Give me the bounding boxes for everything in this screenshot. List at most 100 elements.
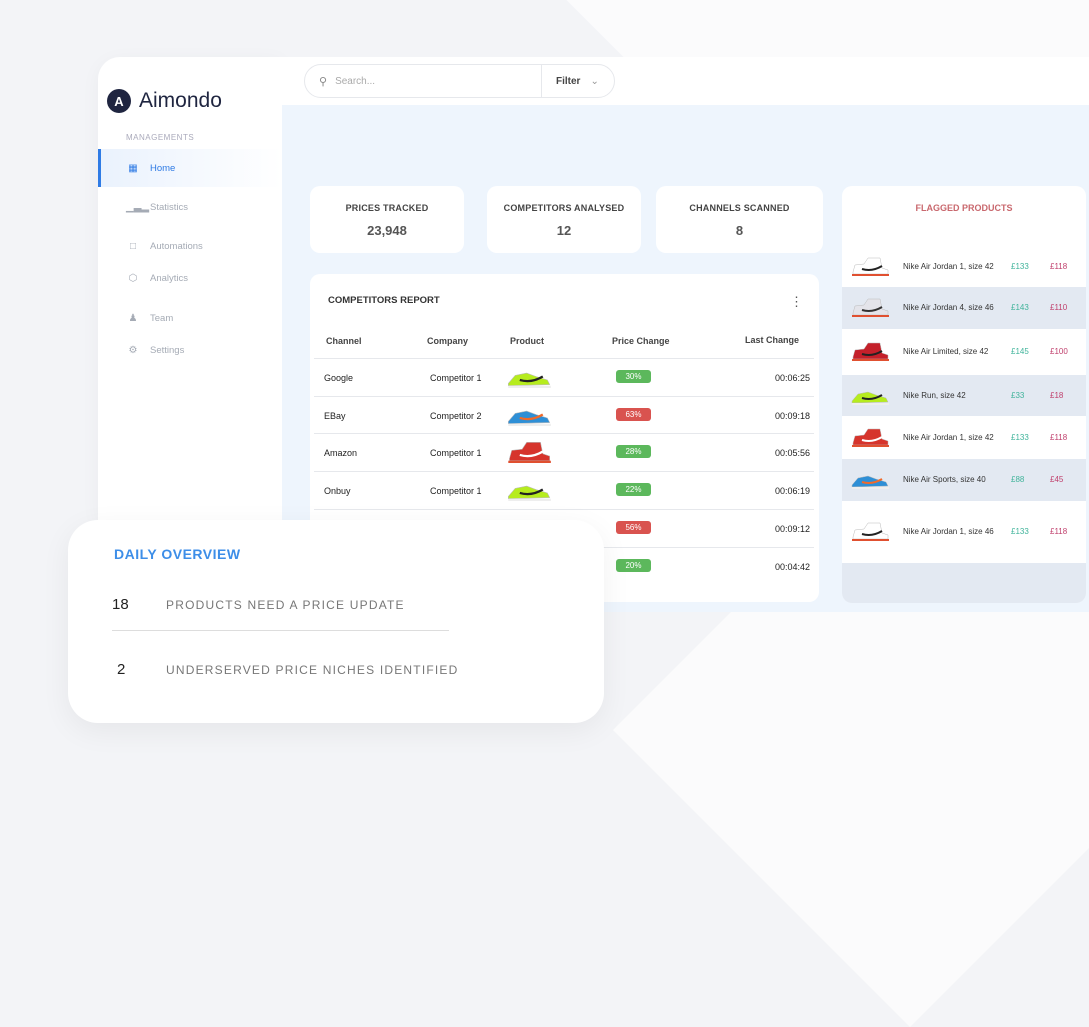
sidebar-item-home[interactable]: ▦ Home — [98, 149, 282, 187]
table-row[interactable]: Amazon Competitor 1 28% 00:05:56 — [314, 433, 814, 471]
last-change-cell: 00:09:12 — [774, 524, 810, 534]
flagged-item[interactable]: Nike Air Jordan 1, size 46 £133 £118 — [842, 501, 1086, 563]
price-change-badge: 20% — [616, 559, 651, 572]
column-header: Company — [427, 336, 469, 346]
column-header: Product — [510, 336, 545, 346]
flagged-item-empty — [842, 563, 1086, 603]
sneaker-image — [851, 475, 889, 489]
flagged-item[interactable]: Nike Air Sports, size 40 £88 £45 — [842, 459, 1086, 501]
last-change-cell: 00:06:25 — [774, 373, 810, 383]
competitor-price: £118 — [1050, 261, 1068, 271]
flagged-item[interactable]: Nike Air Jordan 1, size 42 £133 £118 — [842, 416, 1086, 459]
daily-overview: DAILY OVERVIEW 18 PRODUCTS NEED A PRICE … — [68, 520, 604, 723]
competitor-price: £118 — [1050, 432, 1068, 442]
our-price: £145 — [1011, 347, 1029, 356]
sneaker-image — [508, 485, 551, 501]
overview-label: PRODUCTS NEED A PRICE UPDATE — [166, 598, 405, 612]
our-price: £143 — [1011, 303, 1029, 312]
channel-cell: Onbuy — [324, 486, 351, 496]
sidebar-item-analytics[interactable]: ⬡ Analytics — [98, 259, 282, 297]
price-change-badge: 22% — [616, 483, 651, 496]
grid-icon: ▦ — [128, 162, 138, 174]
stat-title: PRICES TRACKED — [345, 203, 429, 213]
chevron-down-icon: ⌄ — [590, 75, 599, 87]
company-cell: Competitor 2 — [430, 411, 482, 421]
sneaker-image — [852, 257, 889, 276]
company-cell: Competitor 1 — [430, 486, 482, 496]
product-name: Nike Air Jordan 1, size 42 — [903, 261, 994, 271]
sneaker-image — [508, 442, 551, 463]
sidebar-item-team[interactable]: ♟ Team — [98, 299, 282, 337]
price-change-badge: 30% — [616, 370, 651, 383]
stat-title: COMPETITORS ANALYSED — [503, 203, 625, 213]
stat-value: 8 — [735, 223, 744, 238]
filter-label: Filter — [556, 75, 581, 87]
last-change-cell: 00:04:42 — [774, 562, 810, 572]
sneaker-image — [852, 522, 889, 541]
product-name: Nike Air Sports, size 40 — [903, 475, 986, 484]
sidebar-item-settings[interactable]: ⚙ Settings — [98, 331, 282, 369]
divider — [112, 630, 449, 631]
table-row[interactable]: 56% 00:09:12 — [314, 509, 814, 547]
daily-title: DAILY OVERVIEW — [114, 546, 241, 562]
sidebar-item-label: Team — [150, 312, 174, 324]
flagged-item[interactable]: Nike Air Jordan 1, size 42 £133 £118 — [842, 246, 1086, 287]
sidebar-item-label: Automations — [150, 240, 203, 252]
flagged-title: FLAGGED PRODUCTS — [915, 203, 1013, 213]
our-price: £133 — [1011, 527, 1029, 536]
overview-value: 2 — [117, 661, 126, 678]
competitor-price: £18 — [1050, 390, 1064, 400]
clipboard-icon: □ — [129, 240, 137, 252]
overview-value: 18 — [112, 596, 129, 613]
price-change-badge: 56% — [616, 521, 651, 534]
logo-mark: A — [107, 89, 131, 113]
column-header: Last Change — [744, 335, 799, 345]
more-options-icon[interactable]: ⋮ — [790, 294, 803, 309]
sidebar-item-label: Statistics — [150, 201, 189, 213]
table-row[interactable]: Google Competitor 1 30% 00:06:25 — [314, 358, 814, 396]
competitor-price: £110 — [1050, 303, 1068, 312]
sneaker-image — [852, 298, 889, 317]
last-change-cell: 00:09:18 — [774, 411, 810, 421]
sidebar-item-label: Home — [150, 162, 176, 174]
sidebar-item-label: Analytics — [150, 272, 189, 284]
flagged-products: FLAGGED PRODUCTS Nike Air Jordan 1, size… — [842, 186, 1086, 603]
users-icon: ♟ — [128, 312, 138, 324]
brand-name: Aimondo — [139, 89, 222, 112]
search-bar[interactable]: ⚲ Search... Filter ⌄ — [304, 64, 615, 98]
sidebar-item-label: Settings — [150, 344, 185, 356]
sneaker-image — [508, 410, 551, 426]
stat-title: CHANNELS SCANNED — [689, 203, 790, 213]
table-row[interactable]: EBay Competitor 2 63% 00:09:18 — [314, 396, 814, 434]
section-label: MANAGEMENTS — [126, 133, 195, 142]
filter-button[interactable]: Filter ⌄ — [541, 65, 599, 97]
overview-label: UNDERSERVED PRICE NICHES IDENTIFIED — [166, 663, 459, 677]
last-change-cell: 00:06:19 — [774, 486, 810, 496]
sneaker-image — [851, 391, 889, 405]
sidebar: A Aimondo MANAGEMENTS ▦ Home ▁▃▂ Statistics… — [98, 57, 282, 520]
top-bar: ⚲ Search... Filter ⌄ — [282, 57, 1089, 105]
product-name: Nike Run, size 42 — [903, 390, 966, 400]
sidebar-item-statistics[interactable]: ▁▃▂ Statistics — [98, 188, 282, 226]
search-input[interactable]: Search... — [335, 75, 376, 87]
stat-card: PRICES TRACKED 23,948 — [310, 186, 464, 253]
product-name: Nike Air Jordan 1, size 42 — [903, 432, 994, 442]
flagged-item[interactable]: Nike Run, size 42 £33 £18 — [842, 375, 1086, 416]
our-price: £133 — [1011, 261, 1029, 271]
flagged-item[interactable]: Nike Air Jordan 4, size 46 £143 £110 — [842, 287, 1086, 329]
stat-value: 23,948 — [367, 223, 407, 238]
sneaker-image — [852, 428, 889, 447]
report-title: COMPETITORS REPORT — [328, 295, 440, 306]
cube-icon: ⬡ — [128, 272, 138, 284]
our-price: £88 — [1011, 475, 1025, 484]
sneaker-image — [852, 342, 889, 361]
our-price: £133 — [1011, 432, 1029, 442]
column-header: Channel — [326, 336, 362, 346]
flagged-item[interactable]: Nike Air Limited, size 42 £145 £100 — [842, 329, 1086, 375]
table-row[interactable]: Onbuy Competitor 1 22% 00:06:19 — [314, 471, 814, 509]
product-name: Nike Air Jordan 4, size 46 — [903, 303, 994, 312]
competitor-price: £45 — [1050, 475, 1064, 484]
channel-cell: EBay — [324, 411, 346, 421]
column-header: Price Change — [612, 336, 670, 346]
sidebar-item-automations[interactable]: □ Automations — [98, 227, 282, 265]
